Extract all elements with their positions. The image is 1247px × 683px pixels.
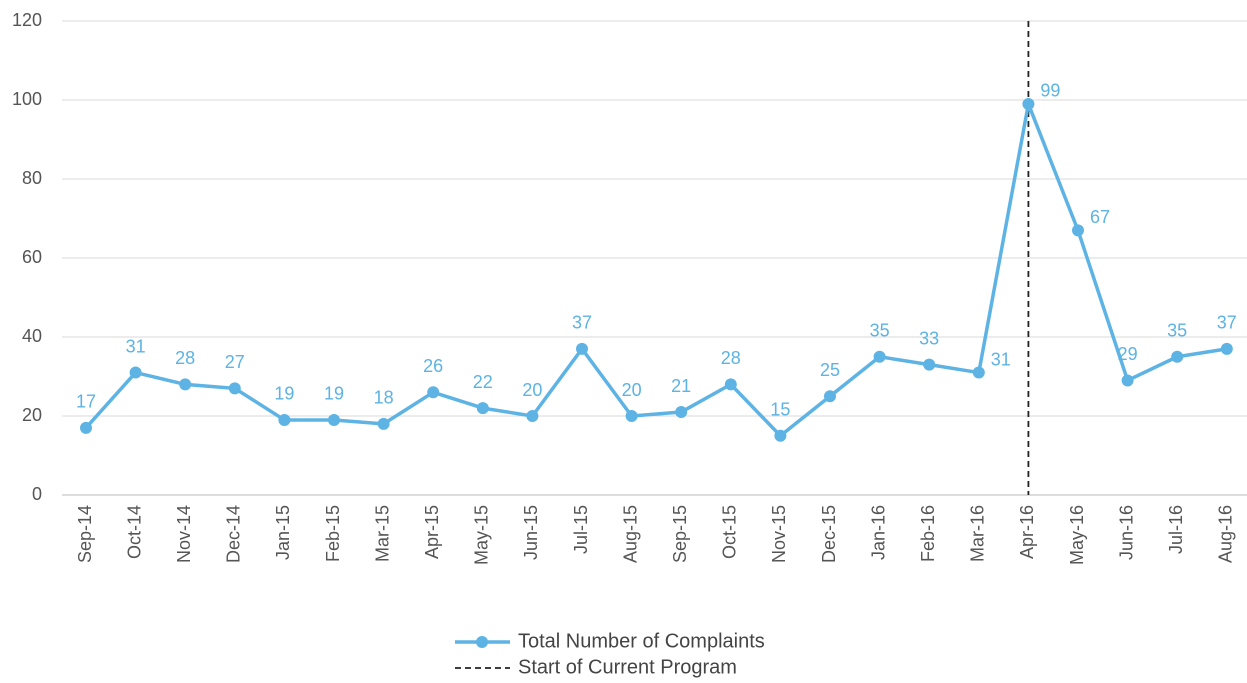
point: [923, 358, 936, 371]
x-tick-label: Mar-16: [968, 505, 988, 562]
x-tick-label: Mar-15: [372, 505, 392, 562]
point: [228, 382, 241, 395]
data-label: 99: [1040, 81, 1060, 101]
y-tick-label: 0: [32, 484, 42, 504]
data-label: 31: [126, 336, 146, 356]
point: [179, 378, 192, 391]
point: [80, 421, 92, 434]
x-tick-label: Jul-15: [571, 505, 591, 554]
data-label: 37: [572, 313, 592, 333]
data-label: 31: [991, 349, 1011, 369]
y-tick-label: 100: [12, 89, 42, 109]
point: [724, 378, 737, 391]
data-label: 20: [522, 380, 542, 400]
point: [1121, 374, 1134, 387]
y-tick-label: 120: [12, 10, 42, 30]
x-tick-label: Nov-15: [769, 505, 789, 563]
data-label: 28: [175, 348, 195, 368]
point: [625, 410, 638, 422]
data-label: 20: [622, 380, 642, 400]
x-tick-label: Jun-15: [521, 505, 541, 560]
point: [824, 390, 836, 403]
y-tick-label: 40: [22, 326, 42, 346]
point: [576, 342, 588, 355]
y-tick-label: 20: [22, 405, 42, 425]
x-tick-label: Aug-16: [1216, 505, 1236, 563]
x-tick-label: Apr-16: [1017, 505, 1037, 559]
x-tick-label: Sep-14: [75, 505, 95, 563]
data-label: 25: [820, 360, 840, 380]
point: [377, 417, 390, 430]
data-label: 37: [1217, 313, 1237, 333]
data-label: 17: [76, 392, 96, 412]
point: [1220, 342, 1233, 355]
point: [774, 429, 787, 442]
data-label: 18: [374, 388, 394, 408]
data-label: 35: [870, 321, 890, 341]
x-tick-label: Jul-16: [1166, 505, 1186, 554]
point: [972, 366, 985, 379]
x-tick-label: Apr-15: [422, 505, 442, 559]
x-tick-label: Jan-15: [273, 505, 293, 560]
data-label: 28: [721, 348, 741, 368]
y-tick-label: 80: [22, 168, 42, 188]
data-label: 22: [473, 372, 493, 392]
data-label: 19: [274, 384, 294, 404]
x-tick-label: May-15: [472, 505, 492, 565]
x-tick-label: Nov-14: [174, 505, 194, 563]
x-tick-label: Feb-16: [918, 505, 938, 562]
x-tick-label: Sep-15: [670, 505, 690, 563]
point: [675, 406, 688, 419]
data-label: 26: [423, 356, 443, 376]
x-tick-label: Dec-14: [224, 505, 244, 563]
data-label: 29: [1118, 344, 1138, 364]
data-label: 33: [919, 328, 939, 348]
x-tick-label: Aug-15: [620, 505, 640, 563]
x-tick-label: May-16: [1067, 505, 1087, 565]
point: [328, 413, 340, 426]
point: [427, 386, 440, 399]
point: [1171, 350, 1184, 363]
point: [1022, 97, 1035, 110]
y-tick-label: 60: [22, 247, 42, 267]
point: [278, 413, 291, 426]
legend-swatch: [476, 636, 488, 648]
data-label: 35: [1167, 321, 1187, 341]
legend-label: Start of Current Program: [518, 656, 737, 678]
point: [526, 410, 539, 422]
x-tick-label: Oct-14: [124, 505, 144, 559]
x-tick-label: Jan-16: [868, 505, 888, 560]
data-label: 67: [1090, 207, 1110, 227]
data-label: 21: [671, 376, 691, 396]
point: [1072, 224, 1084, 237]
data-label: 15: [770, 400, 790, 420]
series-line: [84, 102, 1228, 438]
point: [873, 350, 886, 363]
point: [476, 402, 489, 415]
x-tick-label: Feb-15: [323, 505, 343, 562]
data-label: 27: [225, 352, 245, 372]
data-label: 19: [324, 384, 344, 404]
x-tick-label: Oct-15: [720, 505, 740, 559]
point: [129, 366, 142, 379]
x-tick-label: Jun-16: [1116, 505, 1136, 560]
legend-label: Total Number of Complaints: [518, 630, 765, 652]
x-tick-label: Dec-15: [819, 505, 839, 563]
